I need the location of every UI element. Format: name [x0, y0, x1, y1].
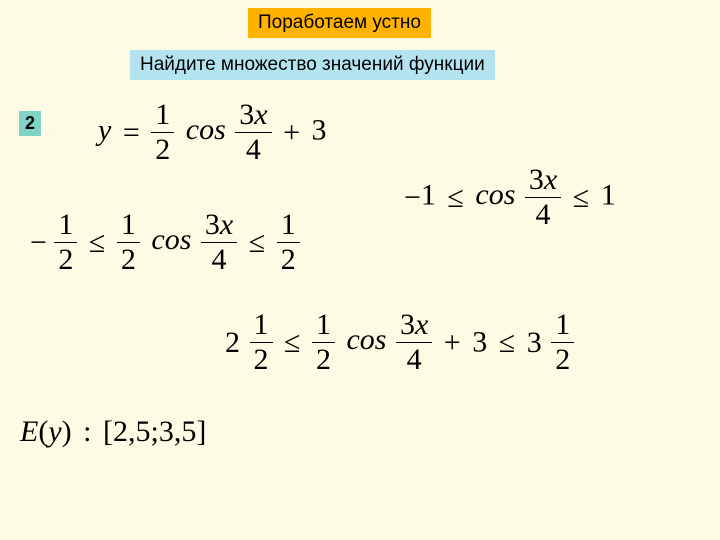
frac-arg: 3x 4: [235, 100, 271, 165]
le: ≤: [245, 226, 269, 259]
title-box: Поработаем устно: [248, 8, 431, 38]
inequality-shifted: 2 1 2 ≤ 1 2 cos 3x 4 + 3 ≤ 3 1 2: [225, 310, 574, 375]
le: ≤: [85, 226, 109, 259]
inequality-cos-range: −1 ≤ cos 3x 4 ≤ 1: [400, 165, 616, 230]
le: ≤: [280, 326, 304, 359]
subtitle-box: Найдите множество значений функции: [130, 50, 495, 80]
cos: cos: [182, 113, 228, 146]
frac-half: 1 2: [551, 310, 574, 375]
interval: [2,5;3,5]: [103, 415, 206, 448]
minus: −: [26, 226, 47, 259]
frac-half: 1 2: [250, 310, 273, 375]
problem-number: 2: [19, 111, 41, 136]
frac-arg: 3x 4: [201, 210, 237, 275]
frac-half: 1 2: [117, 210, 140, 275]
frac-half: 1 2: [277, 210, 300, 275]
frac-half: 1 2: [151, 100, 174, 165]
equation-definition: y = 1 2 cos 3x 4 + 3: [98, 100, 327, 165]
cos: cos: [342, 323, 388, 356]
result-range: E(y) : [2,5;3,5]: [20, 415, 206, 449]
le: ≤: [495, 326, 519, 359]
plus: +: [440, 326, 465, 359]
cos: cos: [475, 178, 517, 211]
le: ≤: [569, 181, 593, 214]
frac-arg: 3x 4: [396, 310, 432, 375]
const-3: 3: [312, 113, 327, 146]
plus: +: [279, 116, 304, 149]
minus: −: [400, 181, 421, 214]
inequality-scaled: − 1 2 ≤ 1 2 cos 3x 4 ≤ 1 2: [26, 210, 300, 275]
cos: cos: [147, 223, 193, 256]
le: ≤: [443, 181, 467, 214]
var-y: y: [98, 113, 111, 146]
frac-half: 1 2: [54, 210, 77, 275]
frac-half: 1 2: [312, 310, 335, 375]
frac-arg: 3x 4: [525, 165, 561, 230]
equals: =: [119, 116, 144, 149]
